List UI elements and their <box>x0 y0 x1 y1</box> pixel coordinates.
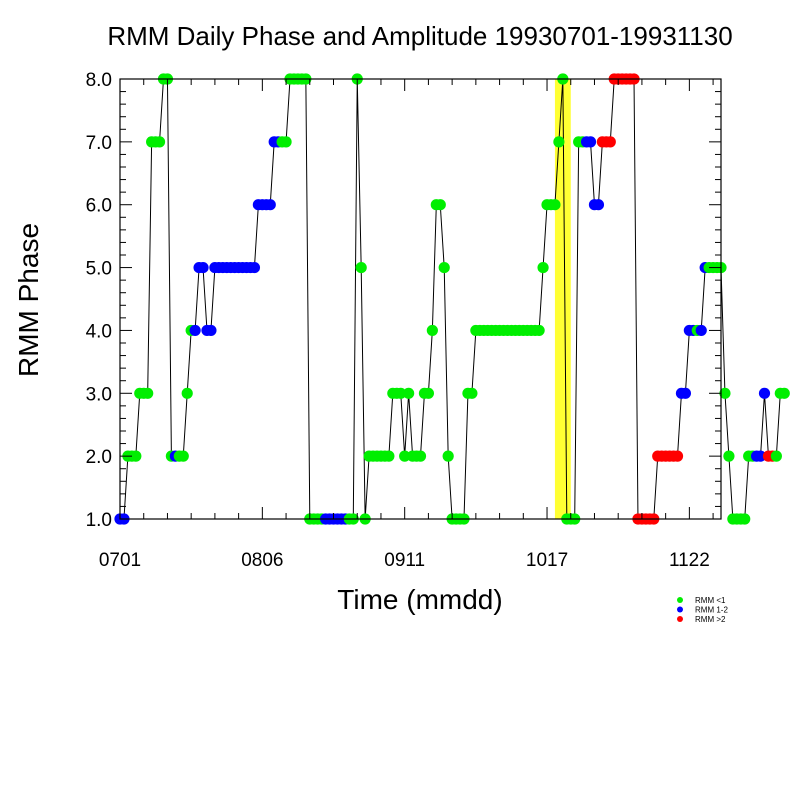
data-point <box>426 324 438 337</box>
y-tick-label: 4.0 <box>86 321 112 342</box>
y-axis: 1.0 2.0 3.0 4.0 5.0 6.0 7.0 8.0 <box>86 70 721 531</box>
data-point <box>438 261 450 274</box>
data-point <box>549 199 561 211</box>
chart-title: RMM Daily Phase and Amplitude 19930701-1… <box>107 21 732 51</box>
data-point <box>533 324 545 337</box>
y-tick-label: 1.0 <box>86 510 112 531</box>
data-point <box>181 387 193 399</box>
y-tick-label: 2.0 <box>86 447 112 468</box>
data-point <box>422 387 435 399</box>
y-tick-label: 8.0 <box>86 70 112 91</box>
data-point <box>197 261 209 274</box>
data-point <box>177 450 189 462</box>
data-point <box>395 387 407 399</box>
y-tick-label: 6.0 <box>86 196 112 217</box>
data-point <box>778 387 790 399</box>
legend-label: RMM >2 <box>695 615 726 624</box>
data-point <box>758 387 771 399</box>
data-point <box>130 450 142 462</box>
data-point <box>280 136 292 148</box>
data-point <box>442 450 454 462</box>
x-tick-label: 1122 <box>669 550 710 571</box>
y-axis-label: RMM Phase <box>13 223 44 377</box>
data-point <box>553 136 565 148</box>
data-point <box>592 199 605 211</box>
x-tick-label: 1017 <box>526 550 568 571</box>
x-tick-label: 0701 <box>99 550 141 571</box>
y-tick-label: 5.0 <box>86 259 112 280</box>
x-axis: 0701 0806 0911 1017 1122 <box>99 79 714 571</box>
data-point <box>754 450 767 462</box>
legend-marker <box>677 616 683 622</box>
plot-frame <box>119 78 722 520</box>
data-point <box>153 136 166 148</box>
data-markers <box>114 73 790 525</box>
legend-marker <box>677 597 683 603</box>
y-tick-label: 3.0 <box>86 384 112 405</box>
data-point <box>355 261 367 274</box>
data-point <box>264 199 276 211</box>
data-point <box>205 324 217 337</box>
legend-marker <box>677 606 683 613</box>
x-tick-label: 0911 <box>384 550 425 571</box>
data-point <box>604 136 616 148</box>
data-point <box>723 450 735 462</box>
data-point <box>414 450 427 462</box>
data-point <box>189 324 201 337</box>
x-tick-label: 0806 <box>241 550 283 571</box>
legend-label: RMM <1 <box>695 596 726 605</box>
x-axis-label: Time (mmdd) <box>337 584 502 615</box>
legend-label: RMM 1-2 <box>695 606 728 615</box>
data-point <box>584 136 597 148</box>
data-point <box>434 199 446 211</box>
highlight-band <box>554 79 571 519</box>
data-point <box>466 387 478 399</box>
data-point <box>695 324 707 337</box>
data-point <box>383 450 395 462</box>
data-point <box>770 450 782 462</box>
data-point <box>399 450 411 462</box>
data-point <box>537 261 549 274</box>
data-point <box>403 387 415 399</box>
data-point <box>739 513 751 525</box>
data-point <box>671 450 684 462</box>
data-point <box>679 387 692 399</box>
data-point <box>142 387 154 399</box>
y-tick-label: 7.0 <box>86 133 112 154</box>
data-point <box>248 261 261 274</box>
data-point <box>719 387 731 399</box>
